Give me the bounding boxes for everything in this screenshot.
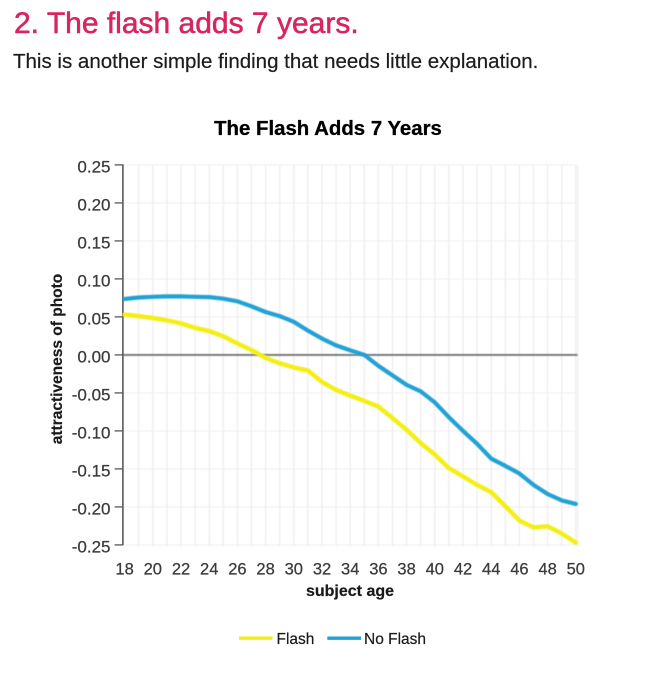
svg-text:40: 40 [426, 560, 444, 578]
svg-text:-0.10: -0.10 [72, 424, 111, 443]
svg-text:24: 24 [200, 560, 218, 578]
svg-text:32: 32 [313, 560, 331, 578]
svg-text:0.20: 0.20 [77, 196, 110, 215]
svg-text:-0.20: -0.20 [72, 500, 111, 519]
svg-text:26: 26 [228, 560, 246, 578]
svg-text:-0.25: -0.25 [72, 538, 111, 557]
svg-text:Flash: Flash [277, 631, 315, 648]
svg-text:42: 42 [454, 560, 472, 578]
svg-text:34: 34 [341, 560, 359, 578]
svg-text:attractiveness of photo: attractiveness of photo [49, 274, 66, 445]
svg-text:38: 38 [397, 560, 415, 578]
svg-text:18: 18 [115, 560, 133, 578]
svg-text:0.10: 0.10 [77, 272, 110, 291]
svg-text:22: 22 [172, 560, 190, 578]
svg-text:28: 28 [256, 560, 274, 578]
svg-text:50: 50 [567, 560, 585, 578]
svg-text:44: 44 [482, 560, 500, 578]
svg-text:No Flash: No Flash [364, 631, 426, 648]
svg-text:This is another simple finding: This is another simple finding that need… [13, 50, 538, 73]
svg-text:36: 36 [369, 560, 387, 578]
svg-text:0.00: 0.00 [77, 348, 110, 367]
svg-text:46: 46 [510, 560, 528, 578]
svg-text:subject age: subject age [306, 583, 394, 600]
svg-text:-0.15: -0.15 [72, 462, 111, 481]
svg-text:0.05: 0.05 [77, 310, 110, 329]
svg-text:-0.05: -0.05 [72, 386, 111, 405]
svg-text:0.25: 0.25 [77, 158, 110, 177]
svg-text:48: 48 [538, 560, 556, 578]
svg-text:2. The flash adds 7 years.: 2. The flash adds 7 years. [14, 7, 359, 40]
svg-text:20: 20 [144, 560, 162, 578]
svg-text:0.15: 0.15 [77, 234, 110, 253]
svg-text:30: 30 [285, 560, 303, 578]
svg-text:The Flash Adds 7 Years: The Flash Adds 7 Years [214, 118, 442, 140]
